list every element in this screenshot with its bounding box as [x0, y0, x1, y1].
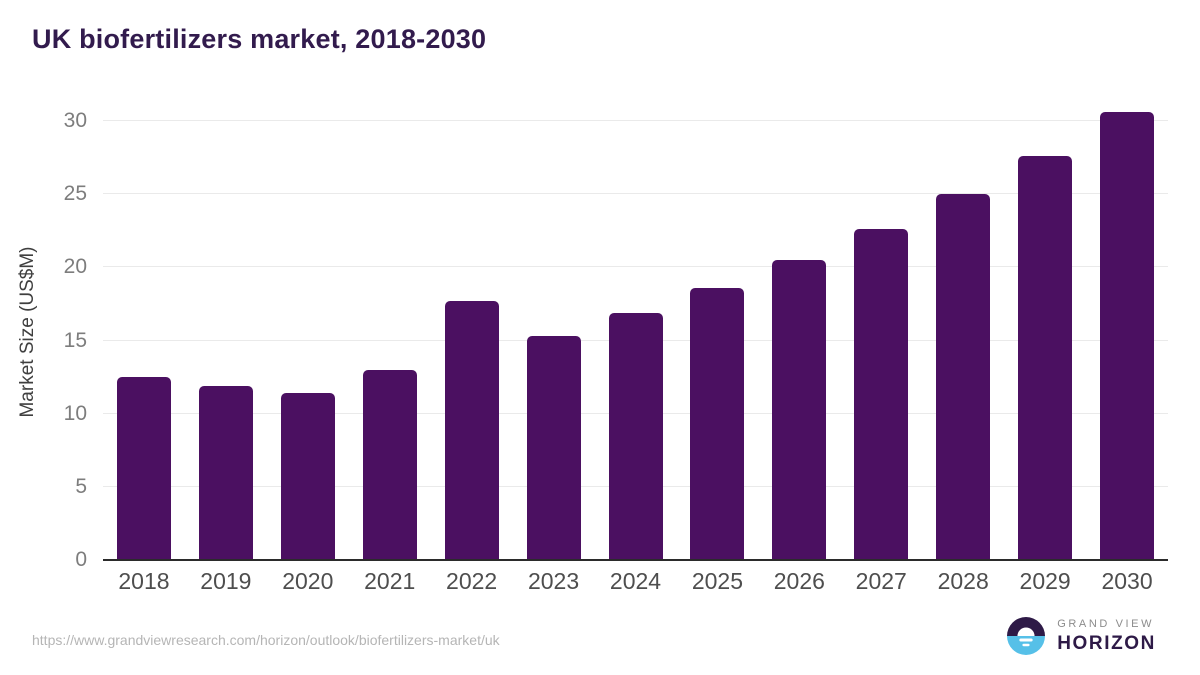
gridline-20 — [103, 266, 1168, 268]
x-tick-label-2029: 2029 — [1019, 568, 1071, 594]
x-axis-labels: 2018 2019 2020 2021 2022 2023 2024 2025 2026 2027… — [103, 570, 1168, 600]
source-url: https://www.grandviewresearch.com/horizo… — [32, 632, 500, 648]
bar-2021 — [362, 369, 417, 560]
bar-2023 — [526, 336, 581, 560]
x-tick-label-2025: 2025 — [691, 568, 744, 594]
y-tick-label-15: 15 — [63, 328, 87, 352]
bar-2028 — [936, 194, 991, 560]
x-tick-label-2028: 2028 — [937, 568, 989, 594]
grand-view-horizon-logo: GRAND VIEW HORIZON — [1007, 617, 1156, 655]
y-axis-title: Market Size (US$M) — [17, 246, 38, 418]
x-tick-label-2022: 2022 — [446, 568, 498, 594]
x-tick-label-2026: 2026 — [773, 568, 825, 594]
chart-title: UK biofertilizers market, 2018-2030 — [32, 24, 487, 54]
x-tick-label-2030: 2030 — [1101, 568, 1153, 594]
logo-horizon-text: HORIZON — [1057, 632, 1156, 654]
bar-2022 — [444, 301, 499, 560]
x-axis-line — [103, 559, 1168, 561]
bar-2025 — [690, 287, 745, 560]
bar-2020 — [280, 393, 335, 560]
bar-2018 — [116, 377, 171, 560]
bar-2026 — [772, 260, 827, 560]
x-tick-label-2021: 2021 — [364, 568, 416, 594]
gridline-25 — [103, 193, 1168, 195]
bar-2029 — [1018, 156, 1073, 560]
horizon-sun-icon — [1007, 617, 1046, 655]
y-tick-label-20: 20 — [63, 255, 87, 279]
bar-2024 — [608, 312, 663, 560]
y-tick-label-25: 25 — [63, 182, 87, 206]
gridline-30 — [103, 120, 1168, 122]
logo-grand-view-text: GRAND VIEW — [1057, 617, 1155, 630]
bar-2027 — [854, 229, 909, 560]
x-tick-label-2027: 2027 — [855, 568, 907, 594]
y-tick-label-10: 10 — [63, 401, 87, 425]
y-tick-label-5: 5 — [75, 474, 87, 498]
bar-2030 — [1100, 112, 1155, 560]
x-tick-label-2018: 2018 — [118, 568, 170, 594]
y-tick-label-0: 0 — [75, 548, 87, 571]
x-tick-label-2024: 2024 — [609, 568, 662, 594]
logo-wordmark: GRAND VIEW HORIZON — [1057, 618, 1156, 655]
x-tick-label-2019: 2019 — [200, 568, 252, 594]
y-tick-label-30: 30 — [63, 109, 87, 133]
x-tick-label-2023: 2023 — [527, 568, 580, 594]
plot-area: 0 5 10 15 20 25 30 — [64, 105, 1168, 570]
bar-2019 — [198, 385, 253, 560]
x-tick-label-2020: 2020 — [282, 568, 334, 594]
